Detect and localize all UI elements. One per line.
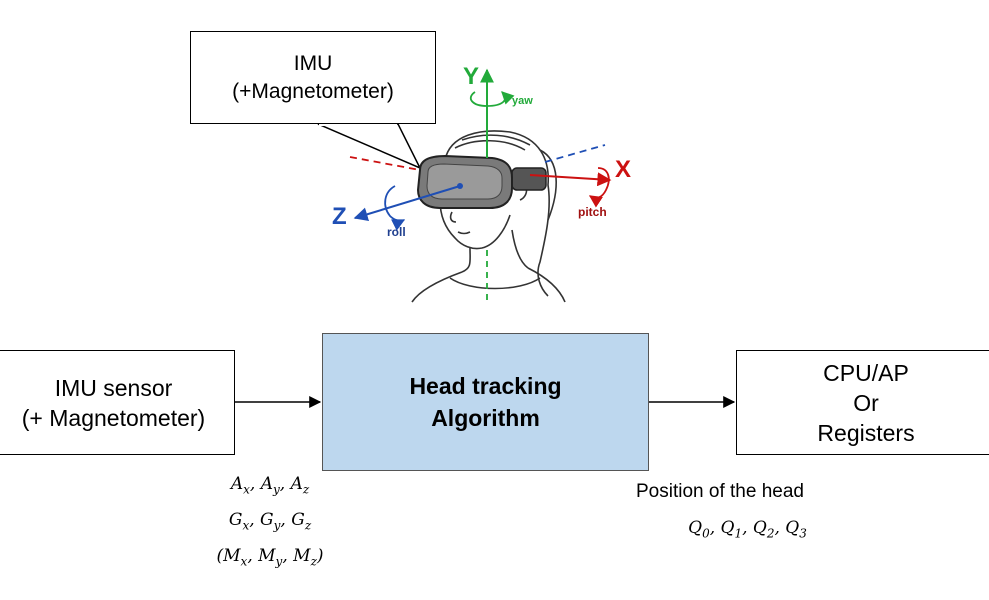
z-axis-dashed-back	[544, 144, 606, 163]
callout-line2: (+Magnetometer)	[232, 79, 394, 103]
pitch-label: pitch	[578, 205, 607, 219]
roll-label: roll	[387, 225, 406, 239]
mag-x: Mx	[223, 546, 248, 569]
output-line2: Or	[853, 389, 879, 416]
x-axis-label: X	[615, 156, 631, 183]
cpu-output-block: CPU/AP Or Registers	[736, 350, 989, 455]
gyro-z: Gz	[291, 510, 312, 533]
q1: Q1	[720, 518, 743, 541]
roll-rotation-arrow	[384, 185, 406, 231]
accel-z: Az	[290, 474, 310, 497]
mag-inputs: (Mx, My, Mz)	[216, 546, 324, 569]
yaw-rotation-arrow	[469, 91, 515, 107]
algorithm-line2: Algorithm	[431, 405, 540, 431]
sensor-line2: (+ Magnetometer)	[21, 404, 206, 431]
callout-pointer	[317, 123, 422, 170]
output-line3: Registers	[817, 419, 915, 446]
gyro-inputs: Gx, Gy, Gz	[228, 510, 312, 533]
x-axis-arrow	[529, 172, 612, 187]
head-tracking-algorithm-block: Head tracking Algorithm	[322, 333, 649, 471]
sensor-line1: IMU sensor	[54, 374, 173, 401]
q0: Q0	[688, 518, 710, 541]
quaternion-outputs: Q0, Q1, Q2, Q3	[688, 518, 807, 541]
q2: Q2	[752, 518, 775, 541]
gyro-x: Gx	[228, 510, 250, 533]
accel-x: Ax	[230, 474, 250, 497]
z-axis-label: Z	[332, 203, 347, 230]
callout-line1: IMU	[293, 51, 333, 75]
mag-z: Mz	[293, 546, 317, 569]
gyro-y: Gy	[260, 510, 281, 533]
q3: Q3	[785, 518, 807, 541]
z-axis-arrow	[353, 185, 461, 222]
pitch-rotation-arrow	[588, 167, 610, 208]
output-line1: CPU/AP	[823, 359, 909, 386]
output-caption: Position of the head	[636, 481, 804, 502]
mag-y: My	[258, 546, 283, 569]
algorithm-line1: Head tracking	[409, 373, 562, 399]
accel-y: Ay	[260, 474, 280, 497]
imu-sensor-block: IMU sensor (+ Magnetometer)	[0, 350, 235, 455]
yaw-label: yaw	[512, 95, 533, 107]
y-axis-label: Y	[463, 63, 479, 90]
imu-callout-box: IMU (+Magnetometer)	[190, 31, 436, 124]
vr-headset	[416, 154, 547, 209]
accel-inputs: Ax, Ay, Az	[230, 474, 310, 497]
